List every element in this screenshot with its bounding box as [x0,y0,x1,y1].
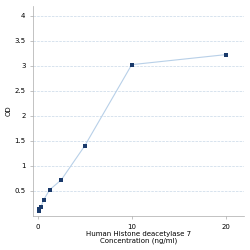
Point [130,63,134,67]
Point [37,207,41,211]
Point [42,198,46,202]
Point [36,208,40,212]
Point [39,205,43,209]
Point [59,178,63,182]
Point [83,144,87,148]
Y-axis label: OD: OD [6,106,12,116]
Point [48,188,52,192]
Point [224,53,228,57]
X-axis label: Human Histone deacetylase 7
Concentration (ng/ml): Human Histone deacetylase 7 Concentratio… [86,231,191,244]
